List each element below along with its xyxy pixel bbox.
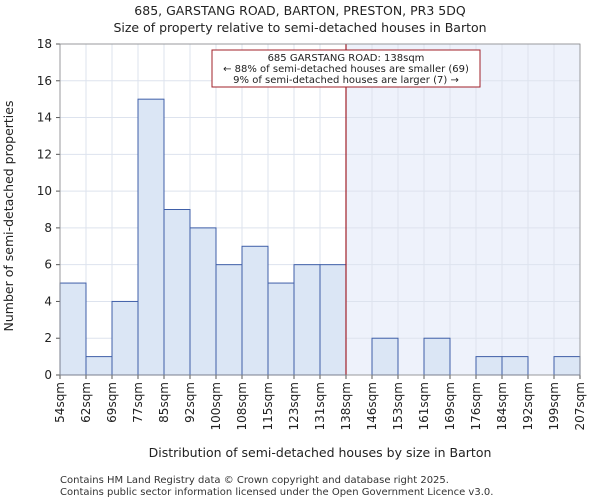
x-tick-label: 161sqm: [417, 382, 431, 430]
annotation-box: 685 GARSTANG ROAD: 138sqm ← 88% of semi-…: [211, 49, 481, 88]
x-tick-label: 153sqm: [391, 382, 405, 430]
y-tick-label: 2: [44, 331, 52, 345]
footer-line-1: Contains HM Land Registry data © Crown c…: [60, 475, 449, 486]
bar-161sqm: [423, 337, 451, 376]
x-axis-label: Distribution of semi-detached houses by …: [149, 445, 492, 460]
bar-85sqm: [163, 209, 191, 376]
x-tick-label: 54sqm: [53, 382, 67, 423]
y-tick-label: 16: [37, 74, 52, 88]
x-tick-label: 192sqm: [521, 382, 535, 430]
y-axis-ticks: 0 2 4 6 8 10 12 14 16 18: [37, 37, 60, 382]
bar-100sqm: [215, 264, 243, 376]
x-tick-label: 69sqm: [105, 382, 119, 423]
bar-115sqm: [267, 282, 295, 376]
annotation-border: [211, 49, 481, 88]
x-tick-label: 115sqm: [261, 382, 275, 430]
x-tick-label: 62sqm: [79, 382, 93, 423]
bar-69sqm: [111, 300, 139, 376]
bar-146sqm: [371, 337, 399, 376]
y-tick-label: 10: [37, 184, 52, 198]
x-tick-label: 199sqm: [547, 382, 561, 430]
bar-77sqm: [137, 98, 165, 376]
x-tick-label: 100sqm: [209, 382, 223, 430]
chart-title: 685, GARSTANG ROAD, BARTON, PRESTON, PR3…: [134, 3, 466, 18]
x-axis-ticks: 54sqm 62sqm 69sqm 77sqm 85sqm 92sqm 100sqm 108s…: [53, 375, 587, 430]
x-tick-label: 176sqm: [469, 382, 483, 430]
x-tick-label: 146sqm: [365, 382, 379, 430]
x-tick-label: 85sqm: [157, 382, 171, 423]
bar-184sqm: [501, 356, 529, 376]
bar-199sqm: [553, 356, 581, 376]
y-tick-label: 14: [37, 111, 52, 125]
x-tick-label: 138sqm: [339, 382, 353, 430]
bar-92sqm: [189, 227, 217, 376]
x-tick-label: 92sqm: [183, 382, 197, 423]
y-axis-label: Number of semi-detached properties: [1, 101, 16, 332]
bar-123sqm: [293, 264, 321, 376]
x-tick-label: 123sqm: [287, 382, 301, 430]
y-tick-label: 8: [44, 221, 52, 235]
y-tick-label: 12: [37, 147, 52, 161]
bar-131sqm: [319, 264, 347, 376]
x-tick-label: 131sqm: [313, 382, 327, 430]
bar-62sqm: [85, 356, 113, 376]
bar-54sqm: [59, 282, 87, 376]
bar-176sqm: [475, 356, 503, 376]
x-tick-label: 207sqm: [573, 382, 587, 430]
bar-108sqm: [241, 245, 269, 376]
footer-line-2: Contains public sector information licen…: [60, 487, 493, 498]
y-tick-label: 18: [37, 37, 52, 51]
annotation-line-2: ← 88% of semi-detached houses are smalle…: [223, 64, 469, 75]
plot-frame: [59, 43, 581, 376]
y-tick-label: 6: [44, 258, 52, 272]
x-tick-label: 108sqm: [235, 382, 249, 430]
x-tick-label: 77sqm: [131, 382, 145, 423]
larger-region-shade: [346, 44, 580, 375]
bars: [59, 98, 581, 376]
y-tick-label: 4: [44, 294, 52, 308]
annotation-line-1: 685 GARSTANG ROAD: 138sqm: [268, 53, 425, 64]
x-tick-label: 169sqm: [443, 382, 457, 430]
y-tick-label: 0: [44, 368, 52, 382]
chart-subtitle: Size of property relative to semi-detach…: [113, 20, 486, 35]
x-tick-label: 184sqm: [495, 382, 509, 430]
annotation-line-3: 9% of semi-detached houses are larger (7…: [233, 75, 459, 86]
